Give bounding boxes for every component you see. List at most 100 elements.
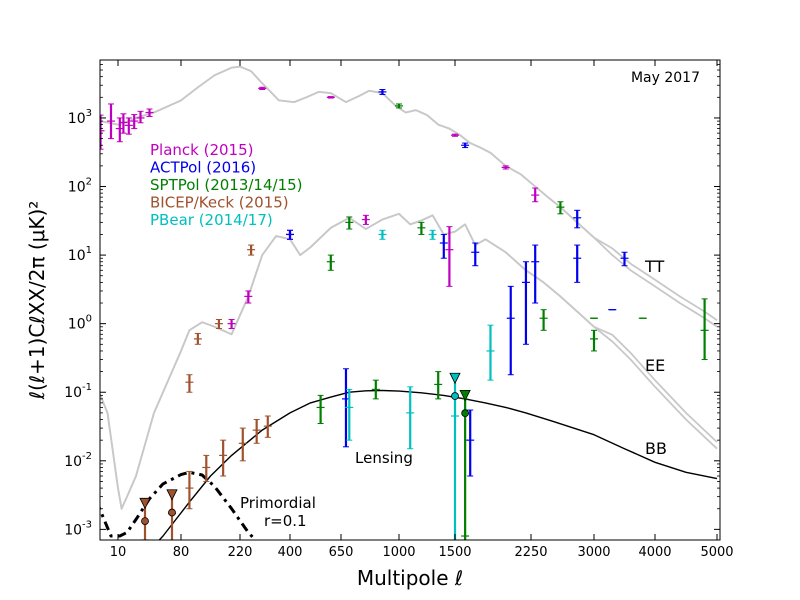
- data-point-bicepkeck-8: [219, 439, 228, 477]
- y-tick-label: 10-1: [64, 382, 92, 401]
- curve-label-lensing: Lensing: [355, 449, 413, 467]
- data-point-actpol-7: [506, 285, 515, 376]
- legend-entry: ACTPol (2016): [150, 159, 256, 177]
- data-point-planck-14: [227, 319, 236, 330]
- y-tick-label: 101: [68, 245, 92, 264]
- x-tick-label: 2250: [514, 545, 547, 560]
- data-point-planck-10: [326, 96, 335, 99]
- data-point-actpol-5: [439, 233, 448, 259]
- curve-label-primordial: Primordial: [240, 494, 316, 512]
- data-point-actpol-6: [471, 242, 480, 267]
- data-point-sptpol-10: [316, 394, 325, 424]
- data-point-sptpol-4: [417, 221, 426, 235]
- data-point-sptpol-11: [371, 379, 380, 400]
- upper-limit-marker-3: [459, 389, 471, 402]
- data-point-pbear-2: [345, 388, 354, 441]
- plot-frame: [99, 59, 721, 541]
- data-point-sptpol-2: [326, 254, 335, 271]
- curve-label-tt: TT: [644, 257, 664, 276]
- data-point-planck-2: [107, 103, 115, 140]
- data-point-actpol-13: [466, 409, 475, 477]
- data-point-bicepkeck-9: [238, 427, 247, 462]
- x-tick-label: 400: [278, 545, 303, 560]
- data-point-planck-5: [124, 117, 133, 135]
- data-point-actpol-10: [573, 244, 582, 283]
- theory-curves: [100, 65, 718, 540]
- data-point-actpol-8: [521, 261, 530, 345]
- upper-limit-marker-2: [449, 372, 461, 385]
- x-tick-label: 650: [329, 545, 354, 560]
- data-point-bicepkeck-11: [263, 415, 272, 438]
- data-point-actpol-9: [531, 244, 540, 304]
- data-point-planck-17: [361, 214, 370, 225]
- series-planck: [100, 86, 540, 330]
- data-point-pbear-5: [486, 324, 495, 381]
- data-point-actpol-0: [378, 88, 387, 95]
- theory-curve-bb-lensing: [158, 389, 718, 540]
- data-point-sptpol-12: [434, 371, 443, 400]
- data-point-bicepkeck-10: [252, 419, 261, 444]
- x-tick-label: 4000: [638, 545, 671, 560]
- upper-limit-marker-1: [166, 489, 178, 501]
- data-point-planck-8: [145, 108, 154, 117]
- x-axis: 10 80 220 400 650 1000 1500 2250 3000 4000 5000: [110, 60, 734, 560]
- legend: Planck (2015)ACTPol (2016)SPTPol (2013/1…: [150, 141, 303, 229]
- data-point-planck-4: [119, 113, 128, 134]
- theory-curve-bb-primordial-r-0-1: [100, 470, 258, 540]
- series-sptpol: [316, 103, 709, 540]
- legend-entry: Planck (2015): [150, 141, 254, 159]
- upper-limit-marker-0: [139, 497, 151, 510]
- date-annotation: May 2017: [631, 70, 700, 86]
- data-point-pbear-0: [378, 229, 387, 240]
- data-point-sptpol-8: [590, 329, 598, 352]
- series-actpol: [286, 88, 629, 477]
- x-tick-label: 10: [110, 545, 127, 560]
- data-point-planck-6: [130, 114, 139, 130]
- curve-label-r-0-1: r=0.1: [264, 512, 307, 530]
- data-point-sptpol-0: [395, 103, 403, 109]
- theory-curve-ee-alt: [100, 212, 718, 510]
- series-pbear: [345, 229, 495, 540]
- y-axis: 10-3 10-2 10-1 100 101 102 103: [64, 64, 720, 538]
- data-point-bicepkeck-2: [214, 319, 223, 330]
- data-point-planck-9: [258, 86, 267, 90]
- data-point-planck-7: [136, 110, 145, 124]
- legend-entry: PBear (2014/17): [150, 211, 273, 229]
- data-point-bicepkeck-0: [185, 374, 194, 393]
- x-tick-label: 5000: [700, 545, 733, 560]
- data-point-actpol-3: [620, 251, 629, 267]
- data-point-sptpol-3: [345, 216, 354, 230]
- y-tick-label: 10-2: [64, 451, 92, 470]
- y-axis-title: ℓ(ℓ+1)CℓXX/2π (μK)²: [25, 201, 49, 401]
- x-tick-label: 220: [228, 545, 253, 560]
- data-point-bicepkeck-7: [202, 454, 211, 482]
- data-point-pbear-1: [428, 229, 437, 240]
- data-point-bicepkeck-3: [247, 244, 256, 256]
- upper-limit-dot-0: [141, 517, 149, 526]
- data-point-bicepkeck-1: [193, 332, 202, 345]
- data-point-actpol-4: [286, 229, 294, 240]
- upper-limit-dot-2: [451, 392, 459, 400]
- data-point-bicepkeck-6: [185, 470, 194, 510]
- y-tick-label: 103: [68, 108, 92, 127]
- data-point-sptpol-5: [539, 309, 548, 331]
- upper-limit-dot-3: [461, 409, 470, 418]
- curve-label-bb: BB: [645, 439, 667, 458]
- data-point-planck-15: [244, 290, 253, 304]
- x-tick-label: 1000: [382, 545, 415, 560]
- data-points: [100, 86, 709, 540]
- data-point-planck-13: [531, 187, 540, 203]
- data-point-planck-11: [451, 133, 459, 137]
- y-tick-label: 102: [68, 177, 92, 196]
- legend-entry: BICEP/Keck (2015): [150, 194, 289, 212]
- data-point-actpol-1: [461, 142, 470, 149]
- y-tick-label: 100: [68, 314, 92, 333]
- x-tick-label: 1500: [438, 545, 471, 560]
- data-point-actpol-2: [573, 209, 582, 229]
- legend-entry: SPTPol (2013/14/15): [150, 176, 303, 194]
- data-point-planck-12: [501, 165, 510, 170]
- x-tick-label: 80: [173, 545, 190, 560]
